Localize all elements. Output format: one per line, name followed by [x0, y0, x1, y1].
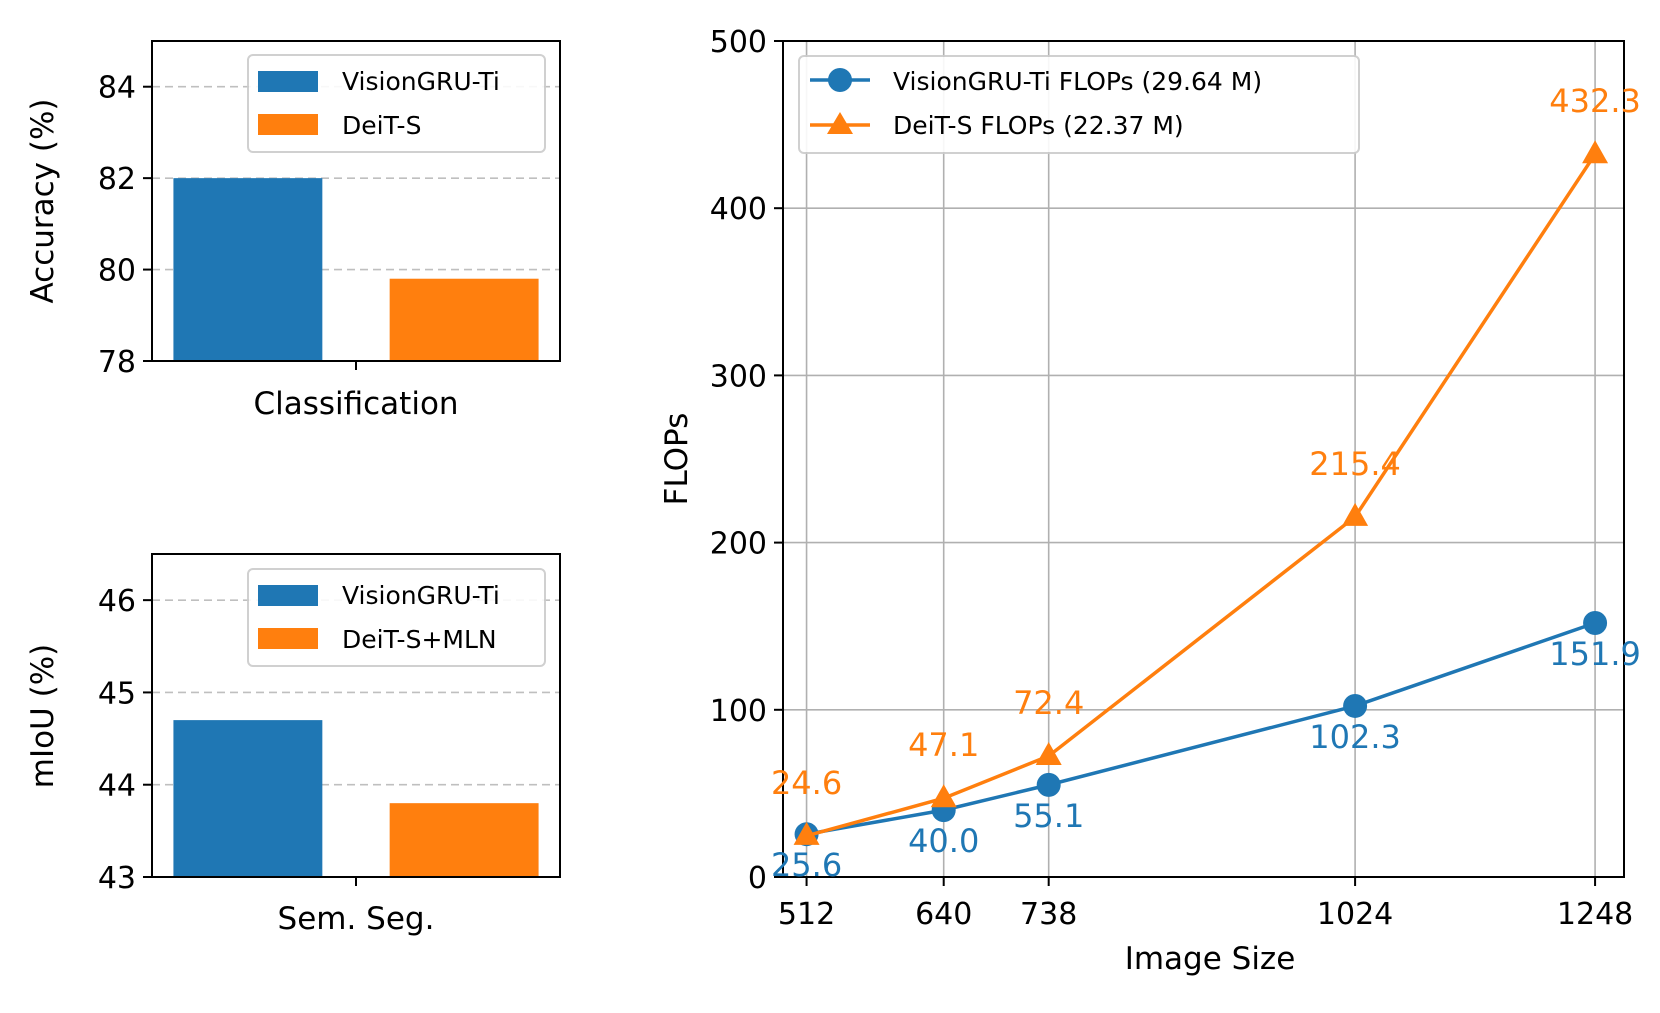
x-tick-label: 640 — [915, 897, 972, 932]
x-tick-label: 512 — [778, 897, 835, 932]
classification-legend-box — [247, 54, 546, 153]
semseg-xlabel: Sem. Seg. — [278, 901, 435, 937]
semseg-legend: VisionGRU-Ti DeiT-S+MLN — [247, 568, 546, 667]
data-point-triangle — [930, 784, 957, 808]
y-tick-label: 0 — [748, 861, 767, 896]
y-tick-label: 45 — [98, 676, 136, 711]
classification-xlabel: Classification — [253, 386, 458, 422]
x-tick-label: 1024 — [1317, 897, 1393, 932]
data-point-circle — [1343, 693, 1368, 718]
data-label: 25.6 — [771, 846, 842, 884]
legend-label-deit-s-mln: DeiT-S+MLN — [342, 625, 497, 654]
y-tick-label: 300 — [710, 359, 767, 394]
x-tick-label: 1248 — [1557, 897, 1633, 932]
data-point-triangle — [1582, 140, 1609, 164]
flops-panel: 0 100 200 300 400 500 512 640 738 1024 1248 25.6 4… — [659, 25, 1641, 977]
flops-axes-frame — [782, 40, 1625, 878]
classification-panel: 78 80 82 84 Classification Accuracy (%) Vis… — [25, 40, 561, 422]
data-label: 432.3 — [1549, 82, 1641, 120]
y-tick-label: 44 — [98, 769, 136, 804]
legend-marker-triangle — [827, 112, 853, 134]
classification-y-ticks: 78 80 82 84 — [98, 71, 152, 380]
bar-visiongru-ti — [173, 178, 323, 361]
data-point-circle — [1036, 772, 1061, 797]
data-point-triangle — [1342, 502, 1369, 526]
data-label: 102.3 — [1309, 718, 1401, 756]
y-tick-label: 400 — [710, 192, 767, 227]
data-label: 151.9 — [1549, 635, 1641, 673]
y-tick-label: 80 — [98, 254, 136, 289]
legend-swatch-deit-s — [258, 114, 318, 135]
semseg-bars — [173, 720, 539, 877]
flops-series — [793, 140, 1609, 847]
y-tick-label: 100 — [710, 694, 767, 729]
legend-label-deit-s: DeiT-S — [342, 111, 421, 140]
data-label: 40.0 — [908, 822, 979, 860]
data-point-circle — [1583, 611, 1608, 636]
flops-xlabel: Image Size — [1125, 941, 1296, 977]
y-tick-label: 46 — [98, 584, 136, 619]
flops-y-ticks: 0 100 200 300 400 500 — [710, 25, 783, 896]
legend-marker-circle — [828, 68, 852, 92]
legend-label-deit-s-flops: DeiT-S FLOPs (22.37 M) — [893, 111, 1184, 140]
data-label: 72.4 — [1013, 684, 1084, 722]
legend-label-visiongru-ti-flops: VisionGRU-Ti FLOPs (29.64 M) — [893, 67, 1262, 96]
semseg-legend-box — [247, 568, 546, 667]
data-point-triangle — [793, 821, 820, 845]
flops-legend: VisionGRU-Ti FLOPs (29.64 M) DeiT-S FLOP… — [798, 55, 1360, 154]
classification-ylabel: Accuracy (%) — [25, 98, 61, 303]
flops-data-labels: 25.6 40.0 55.1 102.3 151.9 24.6 47.1 72.4 215.4 4… — [771, 82, 1641, 884]
bar-deit-s — [389, 278, 539, 361]
semseg-panel: 43 44 45 46 Sem. Seg. mIoU (%) VisionGRU-Ti… — [25, 553, 561, 937]
y-tick-label: 200 — [710, 527, 767, 562]
legend-label-visiongru-ti: VisionGRU-Ti — [342, 581, 500, 610]
data-label: 47.1 — [908, 726, 979, 764]
classification-bars — [173, 178, 539, 361]
data-point-triangle — [1035, 741, 1062, 765]
classification-legend: VisionGRU-Ti DeiT-S — [247, 54, 546, 153]
data-label: 24.6 — [771, 764, 842, 802]
flops-legend-box — [798, 55, 1360, 154]
flops-ylabel: FLOPs — [659, 413, 695, 506]
y-tick-label: 82 — [98, 162, 136, 197]
y-tick-label: 43 — [98, 861, 136, 896]
semseg-y-ticks: 43 44 45 46 — [98, 584, 152, 896]
data-label: 215.4 — [1309, 445, 1401, 483]
legend-swatch-deit-s-mln — [258, 628, 318, 649]
y-tick-label: 78 — [98, 345, 136, 380]
y-tick-label: 84 — [98, 71, 136, 106]
legend-swatch-visiongru-ti — [258, 585, 318, 606]
legend-label-visiongru-ti: VisionGRU-Ti — [342, 67, 500, 96]
semseg-ylabel: mIoU (%) — [25, 644, 61, 789]
x-tick-label: 738 — [1020, 897, 1077, 932]
data-label: 55.1 — [1013, 797, 1084, 835]
flops-x-ticks: 512 640 738 1024 1248 — [778, 877, 1633, 932]
legend-swatch-visiongru-ti — [258, 71, 318, 92]
bar-visiongru-ti — [173, 720, 323, 877]
y-tick-label: 500 — [710, 25, 767, 60]
bar-deit-s-mln — [389, 803, 539, 877]
